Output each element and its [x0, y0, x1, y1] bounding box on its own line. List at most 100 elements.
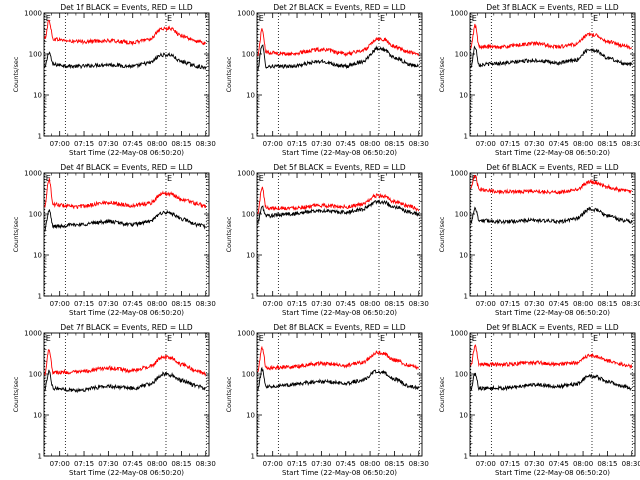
x-tick-label: 08:30 [622, 140, 640, 148]
x-tick-label: 08:15 [171, 300, 191, 308]
x-tick-label: 07:15 [500, 460, 520, 468]
panel-title: Det 9f BLACK = Events, RED = LLD [486, 323, 619, 332]
x-tick-label: 07:15 [74, 300, 94, 308]
event-marker-label: E [472, 334, 477, 343]
y-tick-label: 1000 [237, 10, 255, 18]
x-tick-label: 08:30 [196, 300, 216, 308]
event-marker-label: E [259, 334, 264, 343]
x-tick-label: 08:00 [360, 460, 380, 468]
event-marker-label: E [472, 14, 477, 23]
x-axis-label: Start Time (22-May-08 06:50:20) [282, 469, 397, 477]
series-line-red [470, 23, 633, 50]
x-tick-label: 07:00 [50, 300, 70, 308]
y-axis-label: Counts/sec [225, 376, 233, 412]
y-axis-label: Counts/sec [438, 216, 446, 252]
y-tick-label: 10 [33, 412, 42, 420]
x-tick-label: 08:30 [409, 460, 429, 468]
event-marker-label: E [380, 334, 385, 343]
x-tick-label: 07:45 [336, 300, 356, 308]
detector-panel-4: Det 4f BLACK = Events, RED = LLD Counts/s… [12, 163, 216, 317]
x-tick-label: 07:45 [549, 140, 569, 148]
event-marker-label: E [167, 14, 172, 23]
x-tick-label: 07:45 [336, 460, 356, 468]
x-tick-label: 08:30 [196, 460, 216, 468]
detector-panel-5: Det 5f BLACK = Events, RED = LLD Counts/s… [225, 163, 429, 317]
x-tick-label: 08:00 [147, 300, 167, 308]
event-marker-label: E [46, 174, 51, 183]
series-line-black [257, 366, 420, 391]
x-tick-label: 07:30 [311, 300, 331, 308]
series-line-black [470, 45, 633, 68]
x-tick-label: 07:45 [123, 300, 143, 308]
detector-panel-6: Det 6f BLACK = Events, RED = LLD Counts/s… [438, 163, 640, 317]
x-tick-label: 08:00 [360, 300, 380, 308]
y-tick-label: 1000 [450, 170, 468, 178]
y-tick-label: 1000 [450, 10, 468, 18]
x-tick-label: 08:30 [409, 140, 429, 148]
y-tick-label: 100 [455, 211, 468, 219]
panel-title: Det 6f BLACK = Events, RED = LLD [486, 163, 619, 172]
x-tick-label: 08:00 [360, 140, 380, 148]
event-marker-label: E [259, 14, 264, 23]
series-line-red [257, 186, 420, 215]
event-marker-label: E [167, 174, 172, 183]
x-tick-label: 08:00 [573, 460, 593, 468]
plot-frame [43, 172, 210, 297]
series-line-red [44, 19, 206, 47]
y-tick-label: 1000 [24, 170, 42, 178]
event-marker-label: E [380, 174, 385, 183]
x-tick-label: 08:00 [573, 140, 593, 148]
x-tick-label: 08:30 [622, 460, 640, 468]
plot-frame [256, 172, 423, 297]
y-tick-label: 10 [459, 412, 468, 420]
event-marker-label: E [380, 14, 385, 23]
x-tick-label: 07:00 [50, 460, 70, 468]
y-tick-label: 1 [38, 133, 42, 141]
x-axis-label: Start Time (22-May-08 06:50:20) [495, 309, 610, 317]
x-axis-label: Start Time (22-May-08 06:50:20) [69, 309, 184, 317]
x-tick-label: 08:30 [196, 140, 216, 148]
y-tick-label: 1 [38, 293, 42, 301]
series-line-red [44, 178, 207, 210]
series-line-red [257, 345, 420, 373]
plot-frame [469, 332, 636, 457]
x-tick-label: 07:30 [311, 460, 331, 468]
series-line-red [470, 174, 632, 195]
x-tick-label: 07:30 [311, 140, 331, 148]
series-line-black [257, 199, 420, 224]
event-marker-label: E [593, 14, 598, 23]
y-tick-label: 10 [33, 92, 42, 100]
x-axis-label: Start Time (22-May-08 06:50:20) [282, 309, 397, 317]
event-marker-label: E [167, 334, 172, 343]
x-tick-label: 07:45 [123, 460, 143, 468]
y-axis-label: Counts/sec [12, 376, 20, 412]
y-tick-label: 100 [242, 371, 255, 379]
event-marker-label: E [46, 334, 51, 343]
y-tick-label: 1000 [24, 330, 42, 338]
x-tick-label: 07:30 [98, 140, 118, 148]
panel-title: Det 3f BLACK = Events, RED = LLD [486, 3, 619, 12]
x-tick-label: 08:15 [597, 140, 617, 148]
detector-panel-3: Det 3f BLACK = Events, RED = LLD Counts/s… [438, 3, 640, 157]
plot-frame [469, 172, 636, 297]
x-axis-label: Start Time (22-May-08 06:50:20) [69, 469, 184, 477]
event-marker-label: E [593, 174, 598, 183]
y-axis-label: Counts/sec [12, 56, 20, 92]
event-marker-label: E [593, 334, 598, 343]
detector-panel-9: Det 9f BLACK = Events, RED = LLD Counts/s… [438, 323, 640, 477]
y-tick-label: 1 [38, 453, 42, 461]
y-axis-label: Counts/sec [225, 216, 233, 252]
y-tick-label: 1000 [450, 330, 468, 338]
y-tick-label: 10 [33, 252, 42, 260]
x-axis-label: Start Time (22-May-08 06:50:20) [282, 149, 397, 157]
y-tick-label: 1 [251, 133, 255, 141]
series-line-black [44, 51, 207, 70]
y-axis-label: Counts/sec [438, 56, 446, 92]
y-tick-label: 100 [242, 51, 255, 59]
x-tick-label: 08:15 [384, 460, 404, 468]
x-tick-label: 08:00 [147, 140, 167, 148]
x-tick-label: 07:15 [500, 140, 520, 148]
x-tick-label: 07:45 [123, 140, 143, 148]
y-tick-label: 1 [464, 453, 468, 461]
